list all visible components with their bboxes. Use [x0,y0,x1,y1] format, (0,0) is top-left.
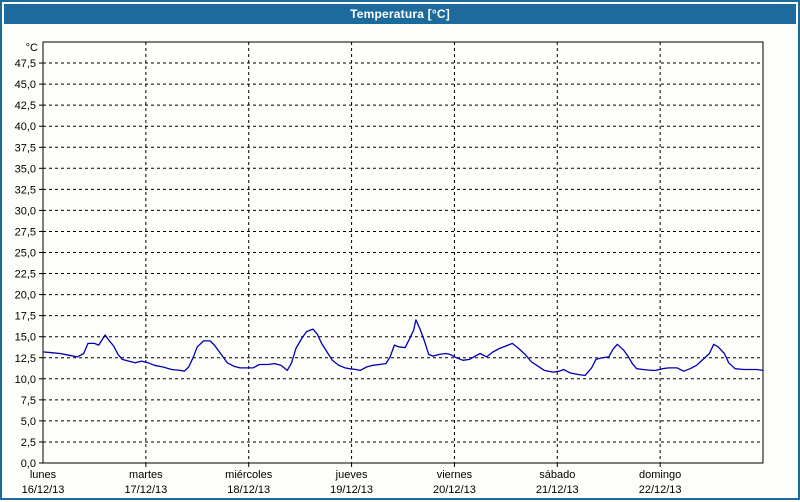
x-date-label: 20/12/13 [433,484,476,496]
y-tick-label: 30,0 [15,205,36,217]
x-date-label: 17/12/13 [124,484,167,496]
y-tick-label: 12,5 [15,353,36,365]
x-date-label: 22/12/13 [639,484,682,496]
y-tick-label: 45,0 [15,79,36,91]
x-day-label: sábado [539,469,575,481]
x-day-label: viernes [437,469,473,481]
y-tick-label: 0,0 [21,458,36,470]
y-tick-label: 32,5 [15,184,36,196]
y-tick-label: 27,5 [15,226,36,238]
y-tick-label: 10,0 [15,374,36,386]
x-day-label: jueves [335,469,368,481]
y-tick-label: 40,0 [15,121,36,133]
x-date-label: 19/12/13 [330,484,373,496]
temperature-line [42,319,764,377]
y-tick-label: 5,0 [21,416,36,428]
x-date-label: 18/12/13 [227,484,270,496]
y-tick-label: 42,5 [15,100,36,112]
x-day-label: miércoles [225,469,273,481]
y-tick-label: 20,0 [15,290,36,302]
x-day-label: martes [129,469,163,481]
y-tick-label: 22,5 [15,269,36,281]
y-axis-unit-label: °C [26,42,38,54]
y-tick-label: 2,5 [21,437,36,449]
y-tick-label: 17,5 [15,311,36,323]
x-day-label: lunes [30,469,57,481]
y-tick-label: 35,0 [15,163,36,175]
y-tick-label: 47,5 [15,58,36,70]
window-title-bar[interactable]: Temperatura [°C] [4,4,796,24]
x-date-label: 16/12/13 [22,484,65,496]
plot-border [42,41,764,464]
y-tick-label: 37,5 [15,142,36,154]
y-tick-label: 15,0 [15,332,36,344]
x-day-label: domingo [639,469,681,481]
temperature-chart: 47,5 45,0 42,5 40,0 37,5 35,0 32,5 30,0 27,5 25,0… [15,41,764,496]
window-title: Temperatura [°C] [350,7,450,21]
x-date-label: 21/12/13 [536,484,579,496]
y-tick-label: 25,0 [15,248,36,260]
y-tick-label: 7,5 [21,395,36,407]
